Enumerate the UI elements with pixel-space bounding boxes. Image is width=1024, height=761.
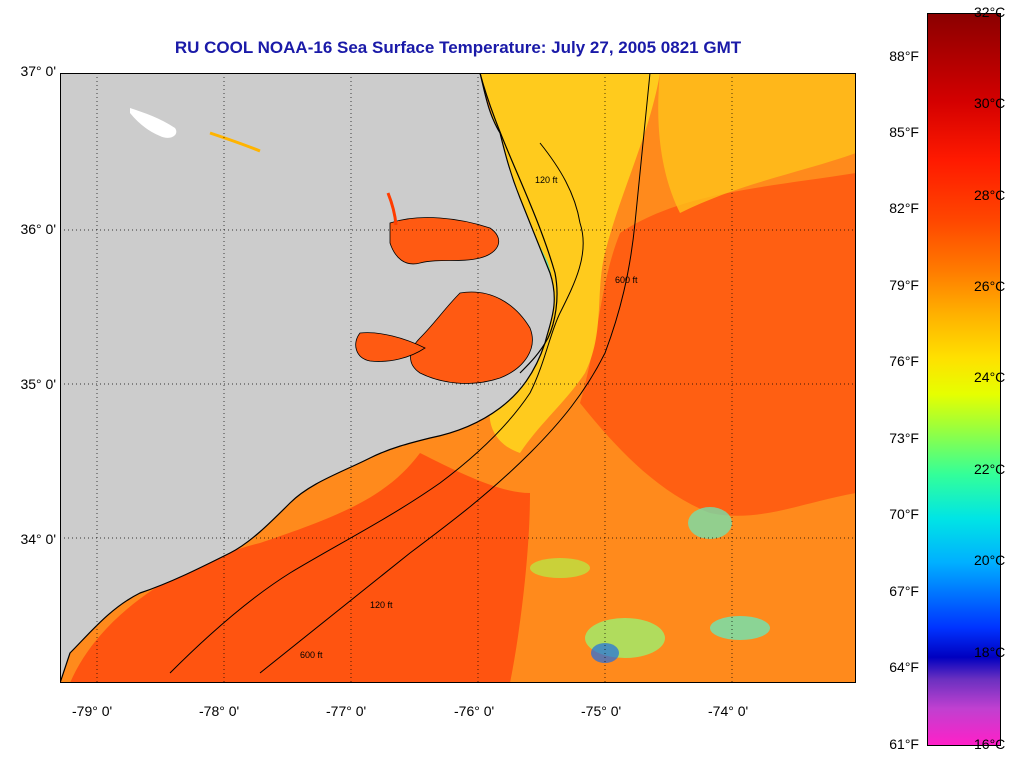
colorbar-c-label: 16°C — [974, 736, 1006, 752]
colorbar-f-label: 79°F — [889, 277, 919, 293]
gulf-stream-warm — [580, 173, 856, 516]
lat-label: 34° 0' — [20, 531, 56, 547]
colorbar-f-label: 70°F — [889, 506, 919, 522]
inland-lake — [130, 108, 177, 138]
south-warm — [70, 453, 530, 683]
colorbar-c-label: 32°C — [974, 4, 1006, 20]
colorbar-c-label: 24°C — [974, 369, 1006, 385]
north-yellow — [658, 73, 856, 213]
colorbar-c-label: 30°C — [974, 95, 1006, 111]
lon-label: -78° 0' — [199, 703, 240, 719]
contour-label-600: 600 ft — [300, 650, 323, 660]
lat-label: 36° 0' — [20, 221, 56, 237]
contour-120ft — [169, 142, 584, 674]
albemarle-sound — [389, 217, 500, 265]
lon-label: -79° 0' — [72, 703, 113, 719]
sst-map: 120 ft 600 ft 120 ft 600 ft — [60, 73, 856, 683]
contour-label-120: 120 ft — [370, 600, 393, 610]
lon-label: -76° 0' — [454, 703, 495, 719]
cool-patch — [688, 507, 732, 539]
pamlico-river — [355, 332, 426, 362]
outer-banks — [479, 73, 558, 374]
colorbar-f-label: 67°F — [889, 583, 919, 599]
colorbar-f-label: 61°F — [889, 736, 919, 752]
colorbar-f-label: 85°F — [889, 124, 919, 140]
colorbar-f-label: 73°F — [889, 430, 919, 446]
pamlico-sound — [410, 291, 533, 384]
lon-label: -77° 0' — [326, 703, 367, 719]
colorbar-f-label: 64°F — [889, 659, 919, 675]
map-frame — [60, 73, 856, 683]
inland-river — [209, 131, 261, 153]
colorbar-c-label: 22°C — [974, 461, 1006, 477]
colorbar-c-label: 20°C — [974, 552, 1006, 568]
cool-patch — [710, 616, 770, 640]
lat-label: 37° 0' — [20, 63, 56, 79]
colorbar-c-label: 18°C — [974, 644, 1006, 660]
graticule — [60, 73, 856, 683]
contour-label-120: 120 ft — [535, 175, 558, 185]
lon-label: -75° 0' — [581, 703, 622, 719]
contour-label-600: 600 ft — [615, 275, 638, 285]
lon-label: -74° 0' — [708, 703, 749, 719]
chowan-river — [386, 192, 398, 226]
colorbar-c-label: 26°C — [974, 278, 1006, 294]
colorbar-f-label: 88°F — [889, 48, 919, 64]
contour-600ft — [259, 73, 651, 674]
cool-patch — [530, 558, 590, 578]
colorbar — [927, 13, 1001, 746]
lat-label: 35° 0' — [20, 376, 56, 392]
colorbar-f-label: 82°F — [889, 200, 919, 216]
colorbar-c-label: 28°C — [974, 187, 1006, 203]
colorbar-f-label: 76°F — [889, 353, 919, 369]
map-title: RU COOL NOAA-16 Sea Surface Temperature:… — [174, 38, 742, 57]
